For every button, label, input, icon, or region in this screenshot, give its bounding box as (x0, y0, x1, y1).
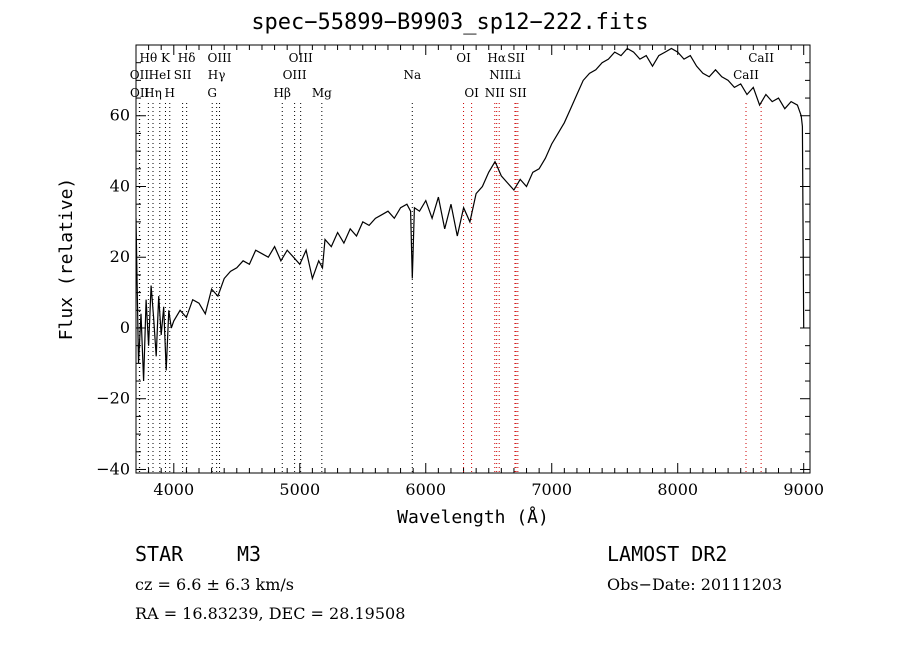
y-tick-label: 20 (110, 247, 130, 266)
spectrum-series-line (136, 47, 805, 382)
x-tick-label: 8000 (657, 480, 698, 499)
spectral-line-label: Hγ (208, 68, 226, 82)
x-tick-label: 4000 (153, 480, 194, 499)
spectral-line-label: G (207, 86, 217, 100)
spectral-line-label: Hδ (178, 51, 196, 65)
spectral-line-label: H (165, 86, 175, 100)
plot-frame (135, 44, 811, 474)
spectral-line-label: OIII (289, 51, 313, 65)
spectral-line-label: CaII (733, 68, 759, 82)
x-axis-label: Wavelength (Å) (397, 506, 549, 528)
y-axis-label: Flux (relative) (56, 178, 77, 341)
spectral-line-label: OII (130, 68, 150, 82)
spectral-line-label: Hθ (139, 51, 157, 65)
y-tick-label: 0 (120, 318, 130, 337)
spectral-line-label: K (161, 51, 171, 65)
spectral-line-label: Hα (487, 51, 506, 65)
spectral-line-label: Hβ (274, 86, 291, 100)
survey-name: LAMOST DR2 (607, 542, 728, 566)
spectral-line-label: NII (489, 68, 509, 82)
spectral-line-label: OII (130, 86, 150, 100)
y-tick-label: 40 (110, 176, 130, 195)
object-class: STAR (135, 542, 184, 566)
spectral-line-label: HeI (149, 68, 172, 82)
spectral-line-label: SII (174, 68, 192, 82)
x-tick-label: 5000 (279, 480, 320, 499)
y-tick-label: −20 (96, 389, 130, 408)
spectral-line-label: CaII (748, 51, 774, 65)
spectral-line-label: OIII (283, 68, 307, 82)
spectral-line-label: OIII (207, 51, 231, 65)
observation-date: Obs−Date: 20111203 (607, 575, 783, 594)
x-tick-label: 9000 (783, 480, 824, 499)
spectral-line-label: OI (464, 86, 479, 100)
sky-coordinates: RA = 16.83239, DEC = 28.19508 (135, 604, 406, 623)
spectral-line-label: OI (456, 51, 471, 65)
x-tick-label: 7000 (531, 480, 572, 499)
spectral-line-label: Na (403, 68, 421, 82)
object-subclass: M3 (237, 542, 262, 566)
redshift-velocity: cz = 6.6 ± 6.3 km/s (135, 575, 294, 594)
spectral-line-label: Hη (144, 86, 162, 100)
spectral-line-label: Li (509, 68, 521, 82)
chart-title: spec−55899−B9903_sp12−222.fits (251, 10, 649, 35)
x-tick-label: 6000 (405, 480, 446, 499)
y-tick-label: 60 (110, 106, 130, 125)
y-tick-label: −40 (96, 459, 130, 478)
spectral-line-label: SII (509, 86, 527, 100)
spectral-line-label: NII (485, 86, 505, 100)
spectral-line-label: SII (507, 51, 525, 65)
spectral-line-label: Mg (312, 86, 332, 100)
